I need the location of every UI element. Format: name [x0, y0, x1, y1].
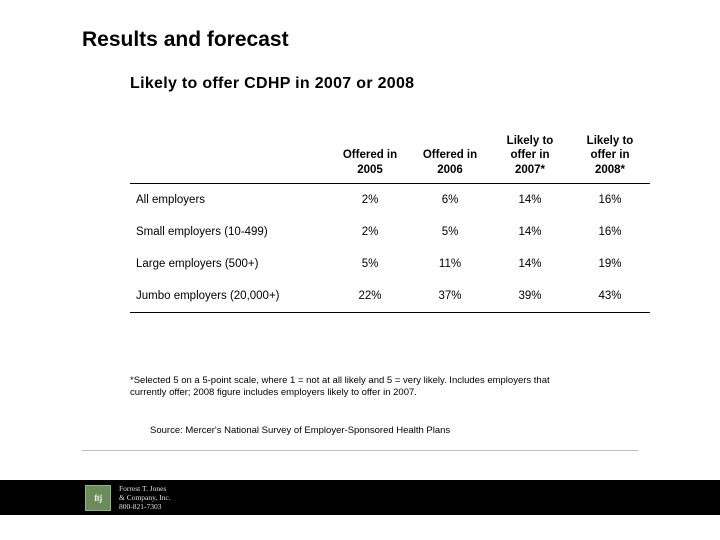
cell-value: 14%	[490, 248, 570, 280]
cell-value: 14%	[490, 216, 570, 248]
cell-value: 14%	[490, 184, 570, 217]
table-header-row: Offered in 2005 Offered in 2006 Likely t…	[130, 130, 650, 184]
footer-bar: ftj Forrest T. Jones & Company, Inc. 800…	[0, 480, 720, 515]
footer-line3: 800-821-7303	[119, 502, 171, 511]
cell-value: 37%	[410, 280, 490, 313]
table-row: Large employers (500+) 5% 11% 14% 19%	[130, 248, 650, 280]
table-row: Small employers (10-499) 2% 5% 14% 16%	[130, 216, 650, 248]
chart-title: Likely to offer CDHP in 2007 or 2008	[130, 75, 414, 93]
row-label: Jumbo employers (20,000+)	[130, 280, 330, 313]
source-text: Source: Mercer's National Survey of Empl…	[150, 425, 450, 436]
cell-value: 16%	[570, 184, 650, 217]
table-row: All employers 2% 6% 14% 16%	[130, 184, 650, 217]
cell-value: 39%	[490, 280, 570, 313]
cell-value: 19%	[570, 248, 650, 280]
col-header-2007: Likely to offer in 2007*	[490, 130, 570, 184]
col-header-2005: Offered in 2005	[330, 130, 410, 184]
col-header-blank	[130, 130, 330, 184]
row-label: Large employers (500+)	[130, 248, 330, 280]
footer-company-text: Forrest T. Jones & Company, Inc. 800-821…	[119, 484, 171, 511]
cell-value: 16%	[570, 216, 650, 248]
cell-value: 43%	[570, 280, 650, 313]
cell-value: 6%	[410, 184, 490, 217]
cell-value: 5%	[330, 248, 410, 280]
cell-value: 11%	[410, 248, 490, 280]
cdhp-table: Offered in 2005 Offered in 2006 Likely t…	[130, 130, 650, 313]
footnote-text: *Selected 5 on a 5-point scale, where 1 …	[130, 375, 580, 400]
table-row: Jumbo employers (20,000+) 22% 37% 39% 43…	[130, 280, 650, 313]
cell-value: 2%	[330, 184, 410, 217]
row-label: All employers	[130, 184, 330, 217]
horizontal-divider	[82, 450, 638, 451]
company-logo-icon: ftj	[85, 485, 111, 511]
footer-line2: & Company, Inc.	[119, 493, 171, 502]
cell-value: 2%	[330, 216, 410, 248]
col-header-2008: Likely to offer in 2008*	[570, 130, 650, 184]
cell-value: 5%	[410, 216, 490, 248]
slide-title: Results and forecast	[82, 28, 289, 52]
row-label: Small employers (10-499)	[130, 216, 330, 248]
cell-value: 22%	[330, 280, 410, 313]
footer-line1: Forrest T. Jones	[119, 484, 171, 493]
col-header-2006: Offered in 2006	[410, 130, 490, 184]
